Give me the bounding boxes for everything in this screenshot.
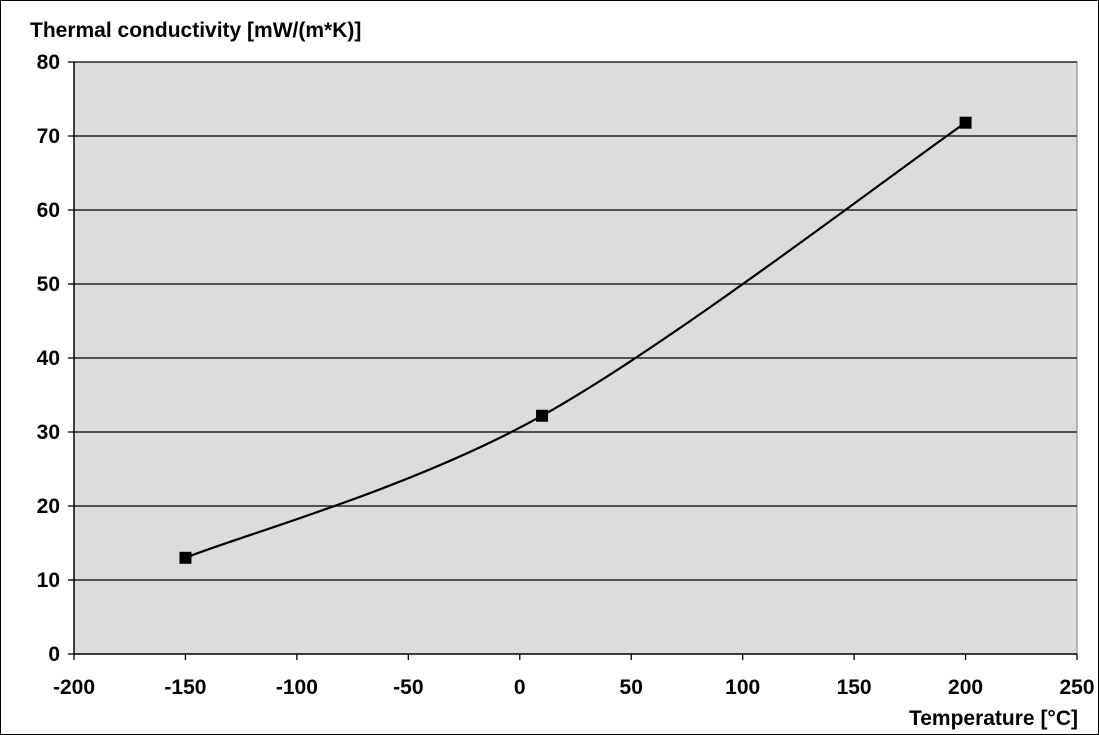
data-point--150 (179, 551, 192, 564)
y-tick-label-50: 50 (37, 273, 60, 296)
grid-lines (74, 61, 1077, 581)
y-axis-label: Thermal conductivity [mW/(m*K)] (30, 19, 361, 42)
axes (68, 61, 1078, 660)
tick-labels: 0 10 20 30 40 50 60 70 80 -200 -150 -100 -50 0 50 100 15… (37, 51, 1095, 699)
y-tick-label-20: 20 (37, 495, 60, 518)
y-tick-label-60: 60 (37, 199, 60, 222)
x-tick-label-100: 100 (725, 676, 760, 699)
series-group (179, 116, 972, 564)
y-tick-label-80: 80 (37, 51, 60, 74)
x-tick-label--200: -200 (53, 676, 95, 699)
y-tick-label-0: 0 (48, 643, 60, 666)
y-tick-label-30: 30 (37, 421, 60, 444)
y-tick-label-10: 10 (37, 569, 60, 592)
y-tick-label-40: 40 (37, 347, 60, 370)
x-tick-label--100: -100 (276, 676, 318, 699)
x-axis-label: Temperature [°C] (909, 707, 1078, 730)
x-tick-label-50: 50 (620, 676, 643, 699)
x-tick-label-150: 150 (837, 676, 872, 699)
x-tick-label-200: 200 (948, 676, 983, 699)
y-tick-label-70: 70 (37, 125, 60, 148)
x-tick-label-0: 0 (514, 676, 526, 699)
series-line-0 (185, 121, 967, 559)
x-tick-label-250: 250 (1059, 676, 1094, 699)
x-tick-label--50: -50 (393, 676, 423, 699)
data-point-10 (536, 409, 549, 422)
x-tick-label--150: -150 (164, 676, 206, 699)
data-point-200 (959, 116, 972, 129)
